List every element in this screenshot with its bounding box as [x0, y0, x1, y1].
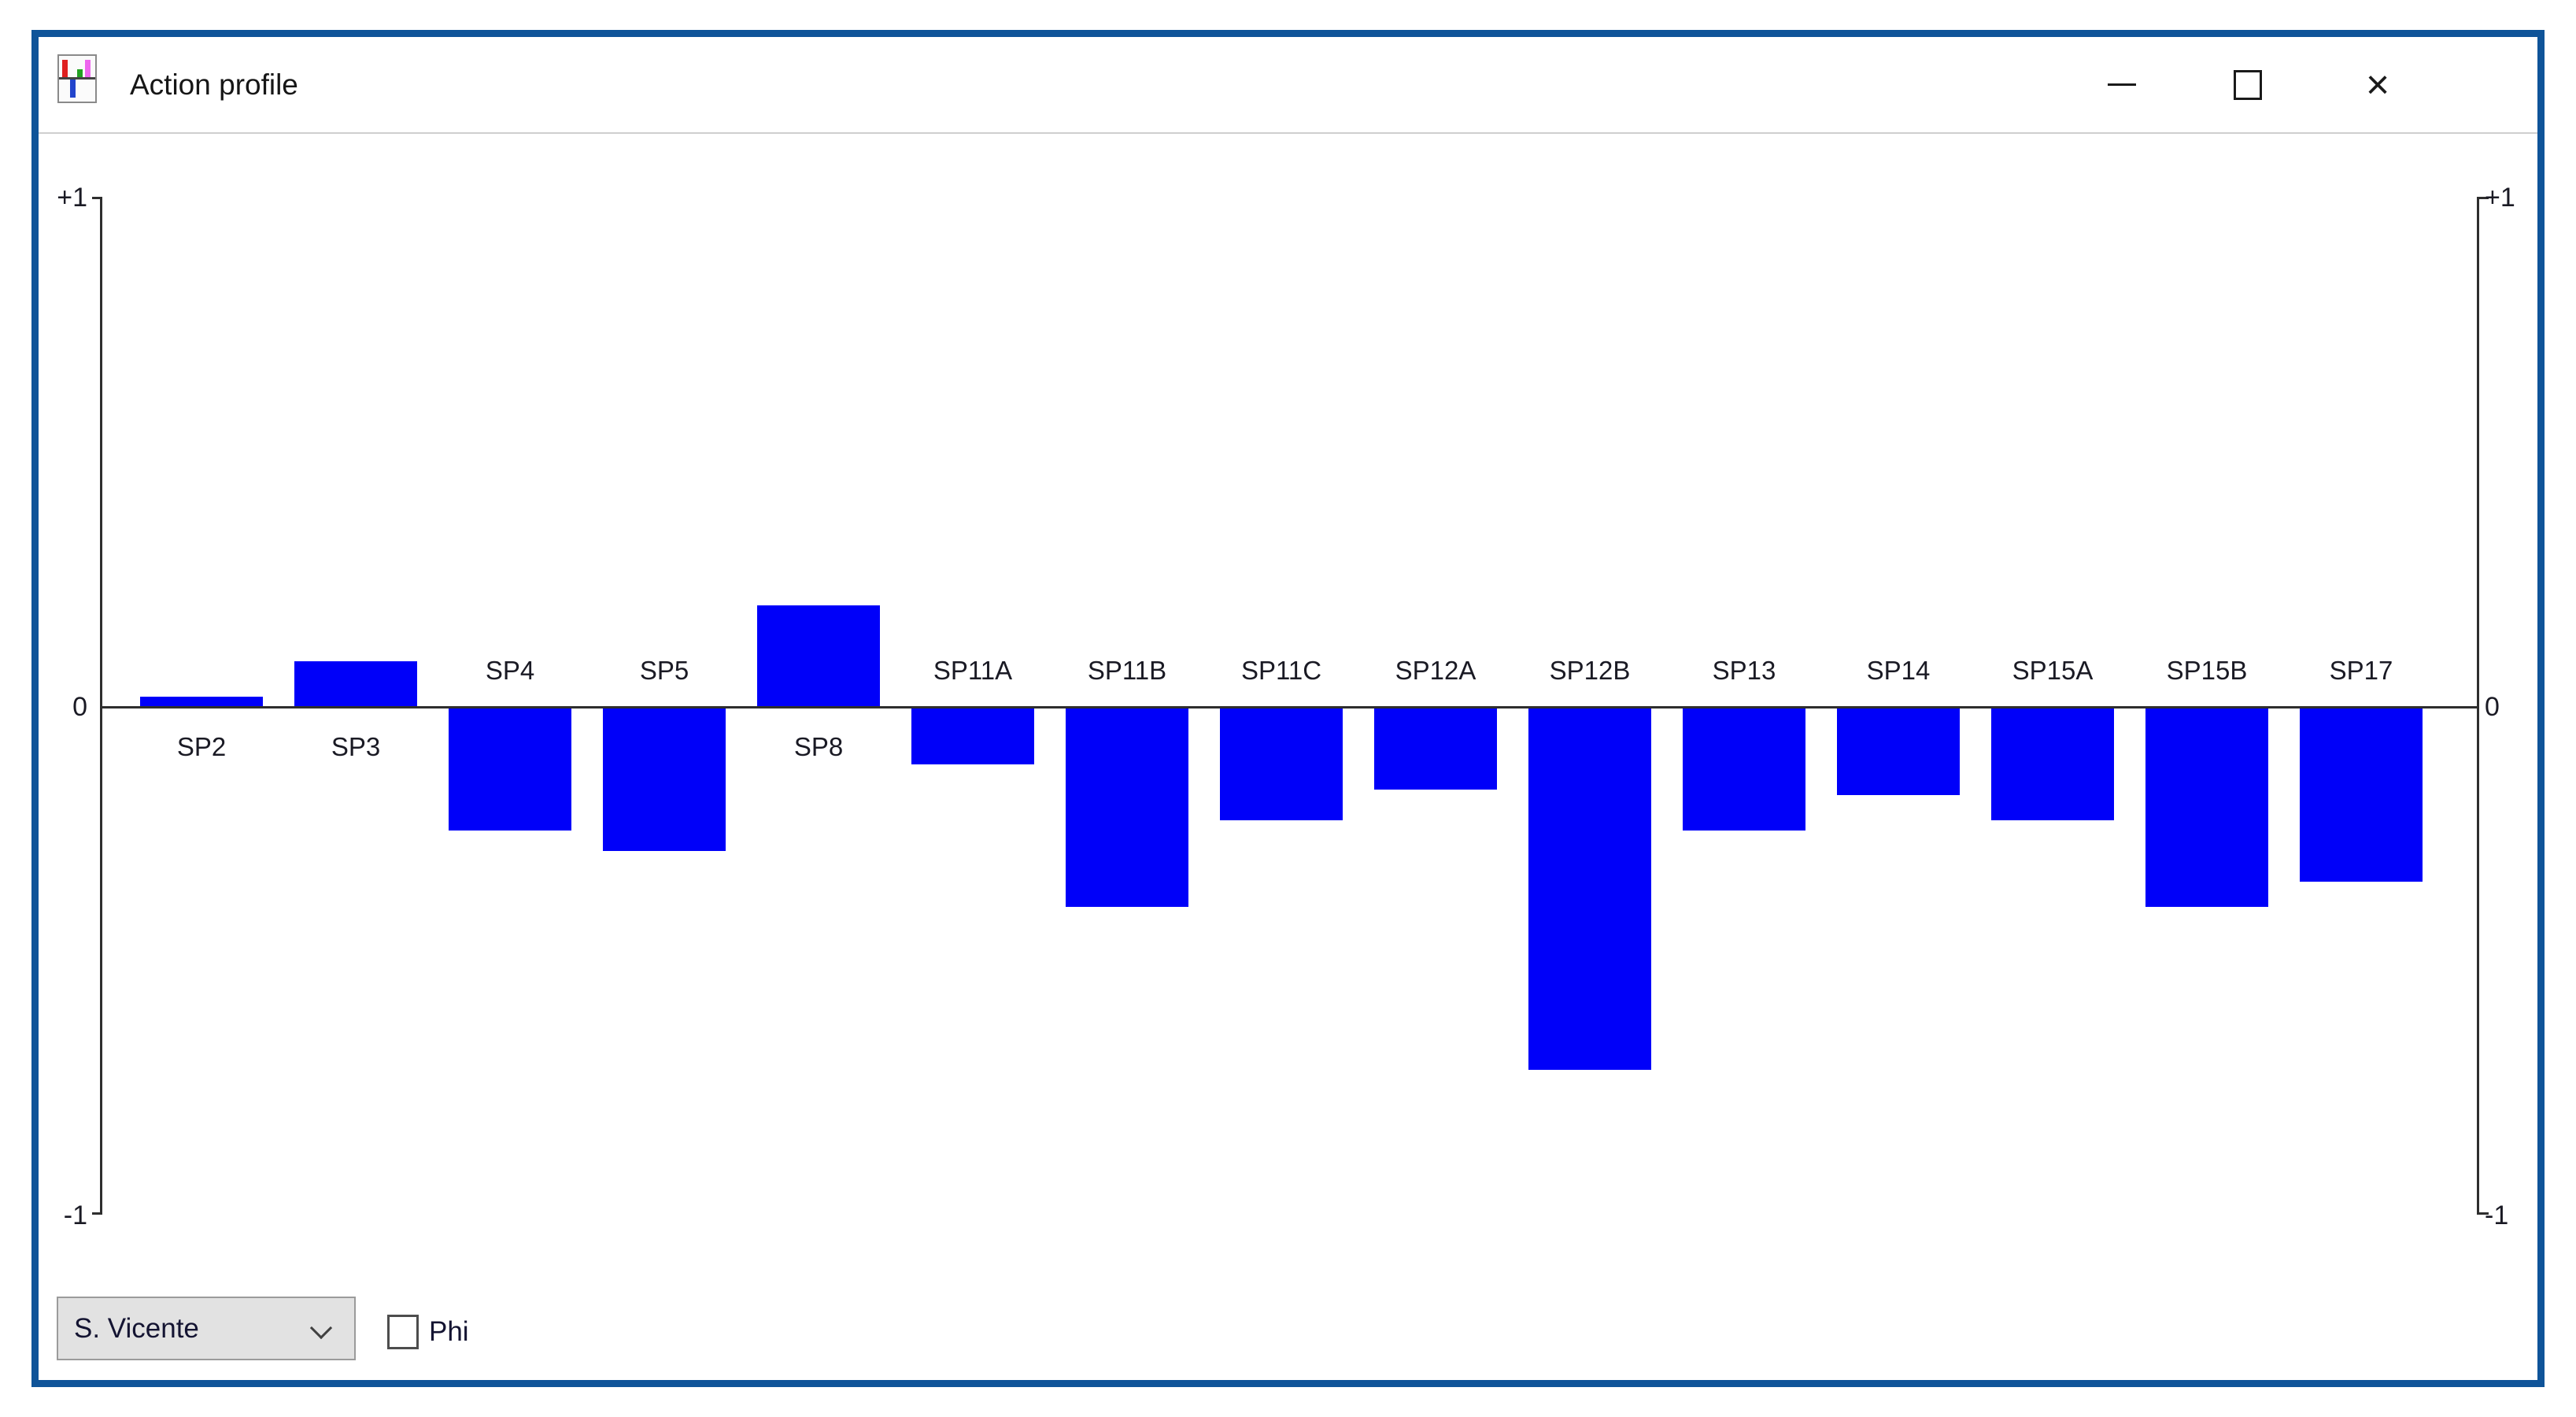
- ytick-right-plus1: +1: [2485, 183, 2515, 213]
- bar-label-SP15B: SP15B: [2166, 656, 2248, 685]
- ytick-right-zero: 0: [2485, 692, 2500, 722]
- alternative-select-value: S. Vicente: [74, 1313, 199, 1344]
- bar-SP17: [2300, 708, 2423, 882]
- close-icon: ×: [2365, 61, 2390, 108]
- action-profile-window: Action profile × +1 0 -1 +1 0 -1 SP2 SP3 S…: [31, 30, 2545, 1387]
- bar-SP11A: [911, 708, 1034, 764]
- alternative-select[interactable]: S. Vicente: [57, 1297, 356, 1360]
- bar-label-SP2: SP2: [176, 732, 227, 761]
- bar-label-SP12A: SP12A: [1395, 656, 1476, 685]
- ytick-left-minus1: -1: [63, 1201, 87, 1230]
- y-axis-left: [100, 197, 102, 1215]
- y-axis-right: [2477, 197, 2479, 1215]
- bar-label-SP4: SP4: [485, 656, 535, 685]
- window-title: Action profile: [130, 68, 298, 101]
- title-bar: Action profile ×: [39, 37, 2537, 134]
- bar-label-SP11C: SP11C: [1240, 656, 1322, 685]
- ytick-right-minus1: -1: [2485, 1201, 2509, 1230]
- chevron-down-icon: [313, 1319, 332, 1337]
- bar-label-SP5: SP5: [639, 656, 689, 685]
- maximize-icon: [2234, 69, 2262, 100]
- bar-SP12B: [1528, 708, 1651, 1070]
- bar-SP2: [140, 697, 263, 707]
- bar-label-SP14: SP14: [1866, 656, 1931, 685]
- y-axis-left-bottom-tick: [92, 1212, 102, 1215]
- bar-SP15B: [2145, 708, 2268, 907]
- zero-baseline: [100, 706, 2479, 708]
- bar-label-SP8: SP8: [793, 732, 844, 761]
- bar-SP3: [294, 661, 417, 707]
- bar-SP11C: [1220, 708, 1343, 820]
- bar-label-SP13: SP13: [1712, 656, 1776, 685]
- bar-SP8: [757, 605, 880, 707]
- phi-checkbox[interactable]: [387, 1315, 419, 1349]
- bar-label-SP11B: SP11B: [1087, 656, 1167, 685]
- mini-bar-chart-icon: [57, 54, 97, 103]
- ytick-left-zero: 0: [72, 692, 87, 722]
- y-axis-right-top-tick: [2479, 197, 2489, 199]
- bar-SP15A: [1991, 708, 2114, 820]
- bar-label-SP3: SP3: [331, 732, 381, 761]
- minimize-button[interactable]: [2075, 37, 2169, 132]
- bar-SP13: [1683, 708, 1805, 831]
- phi-checkbox-label: Phi: [429, 1316, 469, 1347]
- bar-label-SP15A: SP15A: [2012, 656, 2094, 685]
- minimize-icon: [2108, 83, 2136, 86]
- y-axis-right-bottom-tick: [2479, 1212, 2489, 1215]
- close-button[interactable]: ×: [2330, 37, 2425, 132]
- bar-SP12A: [1374, 708, 1497, 790]
- bar-label-SP12B: SP12B: [1549, 656, 1631, 685]
- y-axis-left-top-tick: [92, 197, 102, 199]
- maximize-button[interactable]: [2201, 37, 2295, 132]
- bar-label-SP17: SP17: [2329, 656, 2393, 685]
- bar-SP11B: [1066, 708, 1188, 907]
- bar-label-SP11A: SP11A: [933, 656, 1013, 685]
- ytick-left-plus1: +1: [57, 183, 87, 213]
- bar-SP5: [603, 708, 726, 851]
- bar-SP4: [449, 708, 571, 831]
- bar-SP14: [1837, 708, 1960, 795]
